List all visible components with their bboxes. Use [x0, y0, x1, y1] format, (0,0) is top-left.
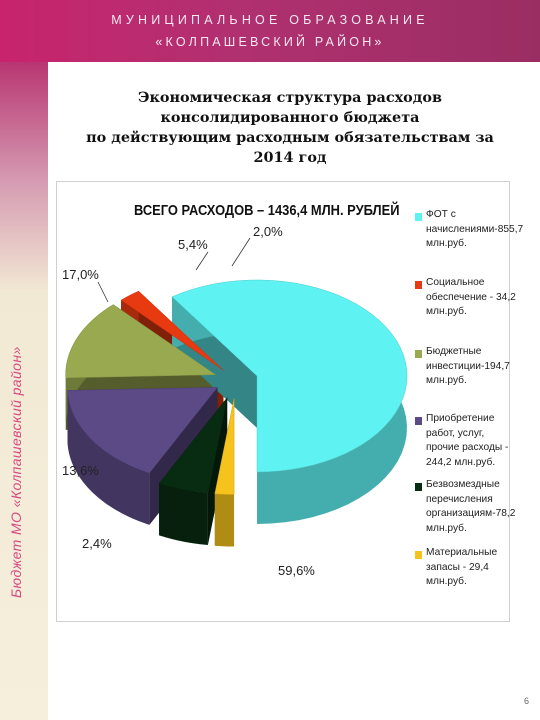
- legend-swatch-1: [415, 281, 422, 289]
- legend-swatch-5: [415, 551, 422, 559]
- pie-leader-3: [97, 281, 109, 303]
- slide-title-line-2: консолидированного бюджета: [160, 109, 420, 126]
- pie-slice-5: [214, 398, 235, 495]
- sidebar: Бюджет МО «Колпашевский район»: [0, 62, 48, 720]
- pie-label-4: 5,4%: [178, 237, 208, 252]
- chart-title: ВСЕГО РАСХОДОВ – 1436,4 МЛН. РУБЛЕЙ: [134, 202, 400, 219]
- pie-leader-5: [231, 237, 251, 267]
- pie-label-3: 17,0%: [62, 267, 99, 282]
- legend-swatch-3: [415, 417, 422, 425]
- header-line-1: МУНИЦИПАЛЬНОЕ ОБРАЗОВАНИЕ: [111, 13, 429, 27]
- slide-title-line-4: 2014 год: [253, 149, 327, 166]
- page-number: 6: [524, 696, 530, 706]
- pie-label-5: 2,0%: [253, 224, 283, 239]
- header-line-2: «КОЛПАШЕВСКИЙ РАЙОН»: [155, 35, 385, 49]
- pie-label-0: 59,6%: [278, 563, 315, 578]
- legend-entry-1: Социальное обеспечение - 34,2 млн.руб.: [426, 277, 516, 317]
- pie-leader-4: [195, 251, 209, 271]
- legend-swatch-0: [415, 213, 422, 221]
- pie-slice-2: [65, 304, 217, 379]
- legend-entry-5: Материальные запасы - 29,4 млн.руб.: [426, 547, 498, 587]
- legend-entry-3: Приобретение работ, услуг, прочие расход…: [426, 413, 509, 468]
- pie-slice-1: [120, 290, 224, 371]
- pie-slice-3: [67, 387, 218, 474]
- legend-swatch-2: [415, 350, 422, 358]
- pie-label-1: 2,4%: [82, 536, 112, 551]
- pie-label-2: 13,6%: [62, 463, 99, 478]
- pie-slice-0: [171, 279, 408, 473]
- legend-entry-4: Безвозмездные перечисления организациям-…: [426, 479, 516, 534]
- slide-title: Экономическая структура расходов консоли…: [55, 88, 525, 168]
- legend-entry-2: Бюджетные инвестиции-194,7 млн.руб.: [426, 346, 510, 386]
- slide-title-line-1: Экономическая структура расходов: [138, 89, 442, 106]
- legend-entry-0: ФОТ с начислениями-855,7 млн.руб.: [426, 209, 524, 249]
- header-banner: МУНИЦИПАЛЬНОЕ ОБРАЗОВАНИЕ «КОЛПАШЕВСКИЙ …: [0, 0, 540, 62]
- pie-slice-4: [158, 397, 228, 494]
- legend-swatch-4: [415, 483, 422, 491]
- slide-title-line-3: по действующим расходным обязательствам …: [86, 129, 494, 146]
